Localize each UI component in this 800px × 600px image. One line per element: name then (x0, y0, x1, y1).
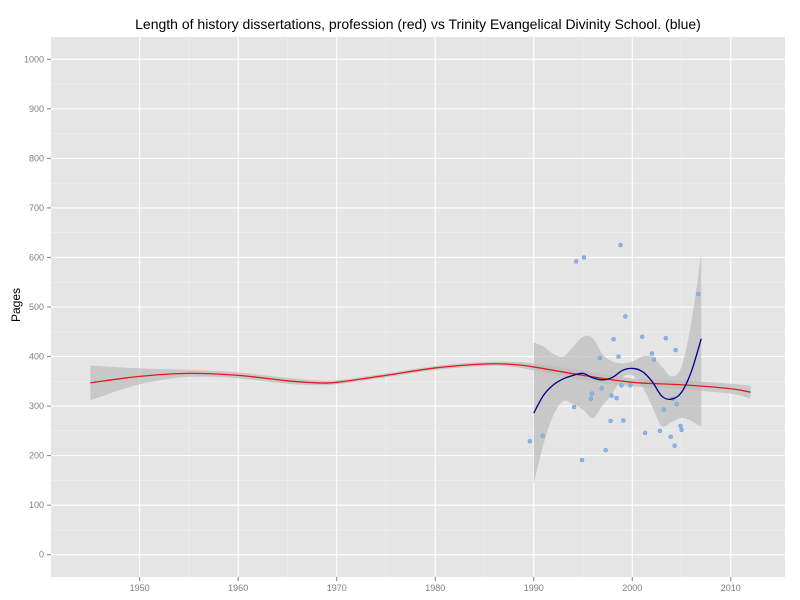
data-point (649, 351, 655, 356)
data-point (603, 447, 608, 453)
y-axis-label: Pages (9, 288, 23, 322)
data-point (579, 457, 585, 463)
data-point (619, 383, 624, 388)
data-point (672, 443, 677, 448)
data-point (679, 427, 684, 433)
chart-title: Length of history dissertations, profess… (135, 16, 701, 32)
x-tick-label: 1980 (425, 583, 445, 593)
data-point (611, 336, 616, 342)
data-point (673, 347, 678, 353)
y-tick-label: 200 (29, 451, 44, 461)
data-point (678, 423, 683, 429)
y-tick-label: 100 (29, 500, 44, 510)
data-point (663, 335, 669, 341)
x-tick-label: 1960 (228, 583, 248, 593)
data-point (639, 334, 645, 339)
confidence-band-blue (533, 253, 702, 484)
y-tick-label: 700 (29, 203, 44, 213)
x-tick-label: 1990 (524, 583, 544, 593)
data-point (573, 259, 579, 264)
y-tick-label: 500 (29, 302, 44, 312)
plot-panel (51, 37, 785, 577)
data-point (661, 407, 667, 412)
data-point (651, 357, 657, 362)
x-tick-label: 1950 (130, 583, 150, 593)
data-point (571, 404, 577, 410)
data-point (621, 418, 626, 423)
data-point (616, 354, 621, 359)
data-point (588, 396, 594, 401)
y-tick-label: 1000 (24, 54, 44, 64)
data-point (614, 395, 619, 401)
data-point (623, 314, 628, 319)
data-point (589, 391, 595, 396)
data-point (608, 418, 613, 424)
smooth-line-blue (533, 338, 702, 414)
data-point (527, 439, 533, 444)
data-point (696, 291, 701, 297)
y-tick-label: 400 (29, 352, 44, 362)
smooth-line-red (90, 363, 751, 393)
data-point (642, 430, 648, 436)
data-point (599, 385, 604, 391)
data-point (540, 433, 545, 439)
y-tick-label: 0 (39, 550, 44, 560)
y-tick-label: 800 (29, 153, 44, 163)
x-tick-label: 2010 (721, 583, 741, 593)
data-point (657, 428, 663, 434)
y-tick-label: 300 (29, 401, 44, 411)
data-point (628, 383, 633, 388)
y-tick-label: 600 (29, 252, 44, 262)
y-tick-label: 900 (29, 104, 44, 114)
data-point (597, 355, 603, 361)
data-point (674, 401, 679, 407)
x-tick-label: 2000 (622, 583, 642, 593)
data-point (609, 393, 614, 398)
data-point (581, 255, 587, 260)
data-point (668, 434, 673, 440)
data-point (618, 242, 623, 248)
x-tick-label: 1970 (327, 583, 347, 593)
